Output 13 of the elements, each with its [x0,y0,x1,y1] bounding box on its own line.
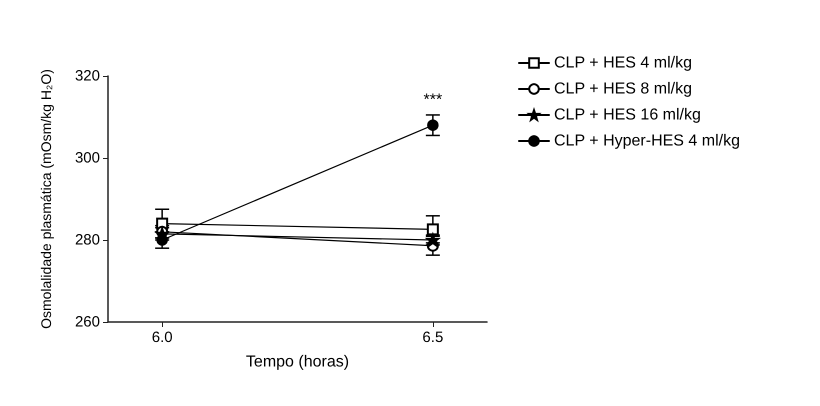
y-axis-title: Osmolalidade plasmática (mOsm/kg H₂O) [38,69,54,329]
x-tick-label: 6.0 [152,329,173,346]
legend-label: CLP + HES 8 ml/kg [554,80,692,98]
annotation: *** [424,92,442,108]
legend-label: CLP + HES 4 ml/kg [554,54,692,72]
legend-label: CLP + Hyper-HES 4 ml/kg [554,132,740,150]
y-tick-label: 260 [74,314,100,330]
y-tick-label: 320 [74,68,100,84]
x-axis-title: Tempo (horas) [246,354,350,370]
legend-label: CLP + HES 16 ml/kg [554,106,701,124]
y-tick-label: 300 [74,150,100,166]
x-tick-label: 6.5 [422,329,444,346]
y-tick-label: 280 [74,232,100,248]
